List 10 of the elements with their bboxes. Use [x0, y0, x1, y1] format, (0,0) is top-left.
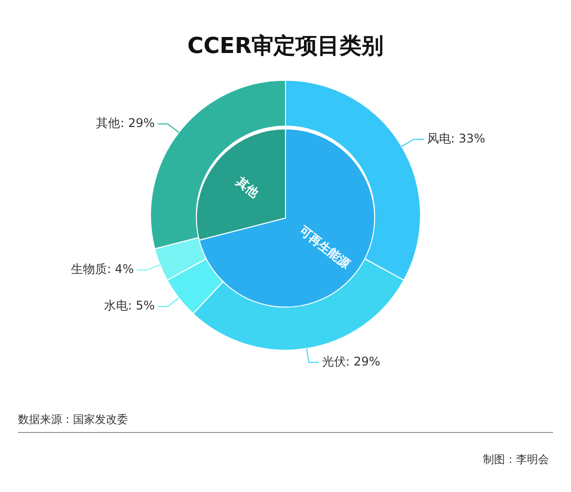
slice-label: 其他 [232, 174, 262, 201]
slice-label: 其他: 29% [96, 116, 155, 130]
slice-label: 风电: 33% [426, 131, 486, 146]
chart-title: CCER审定项目类别 [187, 32, 384, 59]
text: 制图：李明会 [483, 452, 549, 467]
source-note: 数据来源：国家发改委 [18, 412, 128, 427]
slice-label: 生物质: 4% [71, 262, 134, 276]
slice-label: 光伏: 29% [322, 354, 380, 368]
slice-label: 水电: 5% [104, 298, 155, 313]
slice-label: 可再生能源 [296, 222, 354, 272]
